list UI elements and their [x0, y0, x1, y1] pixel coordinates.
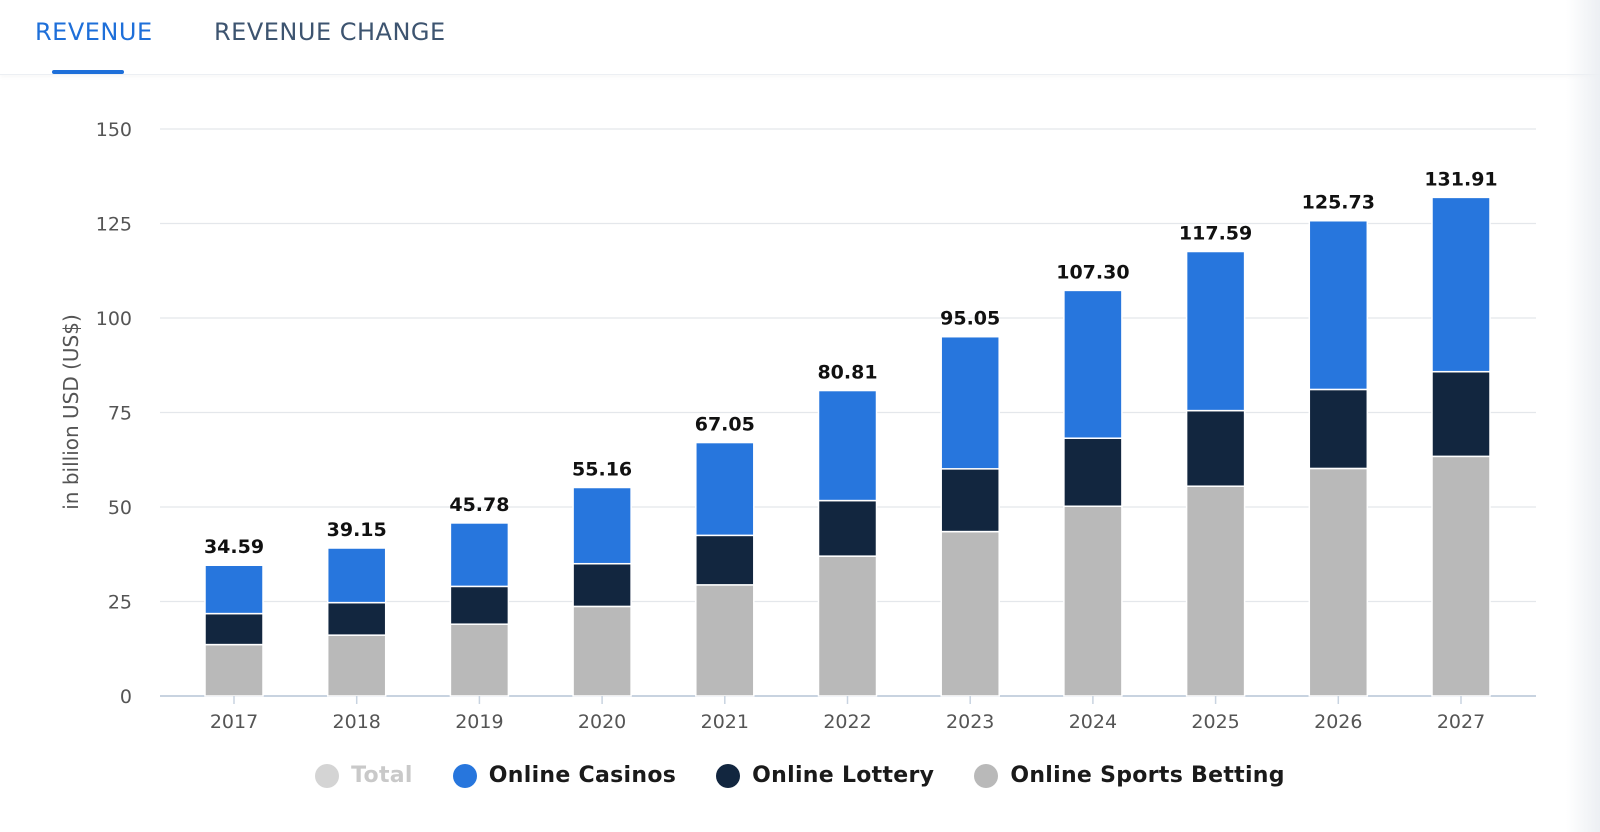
- bar-segment-online-lottery[interactable]: [326, 601, 387, 636]
- bar-segment-online-casinos[interactable]: [1431, 196, 1491, 373]
- bar-segment-online-lottery[interactable]: [572, 562, 632, 608]
- bar-segment-online-sports-betting[interactable]: [449, 623, 510, 697]
- total-data-label: 125.73: [1302, 192, 1375, 214]
- legend-label-online-lottery: Online Lottery: [752, 763, 935, 788]
- total-data-label: 131.91: [1424, 168, 1497, 190]
- legend: Total Online Casinos Online Lottery Onli…: [0, 763, 1600, 788]
- total-data-label: 67.05: [695, 414, 755, 436]
- bar-segment-online-lottery[interactable]: [1185, 409, 1246, 487]
- total-labels: 34.59 39.15 45.78 55.16 67.05 80.81 95.05 107.3…: [204, 168, 1498, 558]
- x-tick-label: 2026: [1314, 711, 1362, 733]
- bar-segment-online-casinos[interactable]: [449, 522, 510, 588]
- y-tick-label: 75: [108, 403, 132, 425]
- legend-label-total: Total: [351, 763, 413, 788]
- x-tick-label: 2021: [701, 711, 749, 733]
- legend-item-online-lottery[interactable]: Online Lottery: [716, 763, 934, 788]
- tab-revenue[interactable]: REVENUE: [35, 18, 153, 46]
- bar-segment-online-lottery[interactable]: [940, 468, 1000, 533]
- total-data-label: 117.59: [1179, 223, 1252, 245]
- bar-segment-online-sports-betting[interactable]: [1063, 505, 1123, 697]
- total-data-label: 80.81: [817, 362, 877, 384]
- x-tick-label: 2027: [1437, 711, 1485, 733]
- total-data-label: 55.16: [572, 458, 632, 480]
- bar-segment-online-lottery[interactable]: [1308, 388, 1369, 470]
- bar-segment-online-sports-betting[interactable]: [695, 584, 755, 697]
- legend-dot-total: [315, 763, 340, 788]
- x-tick-label: 2017: [210, 711, 258, 733]
- x-tick-label: 2020: [578, 711, 626, 733]
- total-data-label: 45.78: [449, 494, 509, 516]
- y-axis-label: in billion USD (US$): [59, 314, 83, 510]
- revenue-chart: 0 25 50 75 100 125 150 in billion USD (US$) 34…: [59, 119, 1536, 733]
- bar-segment-online-sports-betting[interactable]: [940, 530, 1000, 697]
- x-tick-label: 2022: [823, 711, 871, 733]
- bar-segment-online-sports-betting[interactable]: [204, 643, 264, 697]
- bar-segment-online-lottery[interactable]: [817, 499, 878, 557]
- y-tick-label: 150: [96, 119, 132, 141]
- legend-dot-online-casinos: [452, 763, 477, 788]
- legend-dot-online-lottery: [716, 763, 741, 788]
- legend-item-total[interactable]: Total: [315, 763, 413, 788]
- bar-segment-online-sports-betting[interactable]: [1308, 467, 1369, 697]
- legend-item-online-casinos[interactable]: Online Casinos: [452, 763, 677, 788]
- bar-segment-online-casinos[interactable]: [326, 547, 387, 604]
- bar-segment-online-sports-betting[interactable]: [572, 605, 632, 697]
- y-tick-label: 0: [120, 686, 132, 708]
- bar-segment-online-lottery[interactable]: [449, 585, 510, 625]
- tab-revenue-change[interactable]: REVENUE CHANGE: [214, 18, 446, 46]
- x-tick-label: 2023: [946, 711, 994, 733]
- x-tick-label: 2019: [455, 711, 503, 733]
- bar-segment-online-casinos[interactable]: [204, 564, 264, 615]
- bar-segment-online-sports-betting[interactable]: [1185, 485, 1246, 697]
- y-tick-label: 25: [108, 592, 132, 614]
- legend-label-online-sports-betting: Online Sports Betting: [1010, 763, 1285, 788]
- bar-segment-online-casinos[interactable]: [1063, 289, 1123, 439]
- bar-segment-online-lottery[interactable]: [695, 534, 755, 586]
- total-data-label: 34.59: [204, 536, 264, 558]
- x-tick-label: 2018: [333, 711, 381, 733]
- bar-segment-online-sports-betting[interactable]: [817, 555, 878, 697]
- total-data-label: 107.30: [1056, 261, 1129, 283]
- scroll-edge-shade: [1566, 0, 1600, 832]
- active-tab-indicator: [52, 70, 124, 74]
- legend-label-online-casinos: Online Casinos: [488, 763, 677, 788]
- tab-bar: REVENUE REVENUE CHANGE: [0, 0, 1600, 75]
- bar-segment-online-casinos[interactable]: [940, 335, 1000, 470]
- bar-series: [204, 196, 1491, 697]
- bar-segment-online-sports-betting[interactable]: [1431, 455, 1491, 697]
- y-tick-label: 100: [96, 308, 132, 330]
- x-axis: 2017 2018 2019 2020 2021 2022 2023 2024 2025 2026…: [210, 696, 1485, 733]
- y-tick-label: 125: [96, 214, 132, 236]
- legend-item-online-sports-betting[interactable]: Online Sports Betting: [974, 763, 1285, 788]
- bar-segment-online-casinos[interactable]: [817, 389, 878, 502]
- bar-segment-online-casinos[interactable]: [1308, 219, 1369, 391]
- x-tick-label: 2024: [1069, 711, 1117, 733]
- total-data-label: 39.15: [327, 519, 387, 541]
- bar-segment-online-lottery[interactable]: [1431, 370, 1491, 458]
- y-tick-label: 50: [108, 497, 132, 519]
- x-tick-label: 2025: [1191, 711, 1239, 733]
- bar-segment-online-sports-betting[interactable]: [326, 634, 387, 697]
- bar-segment-online-casinos[interactable]: [572, 486, 632, 565]
- legend-dot-online-sports-betting: [974, 763, 999, 788]
- bar-segment-online-lottery[interactable]: [1063, 437, 1123, 507]
- bar-segment-online-lottery[interactable]: [204, 612, 264, 646]
- total-data-label: 95.05: [940, 308, 1000, 330]
- bar-segment-online-casinos[interactable]: [695, 441, 755, 537]
- y-axis: 0 25 50 75 100 125 150: [96, 119, 132, 708]
- bar-segment-online-casinos[interactable]: [1185, 250, 1246, 412]
